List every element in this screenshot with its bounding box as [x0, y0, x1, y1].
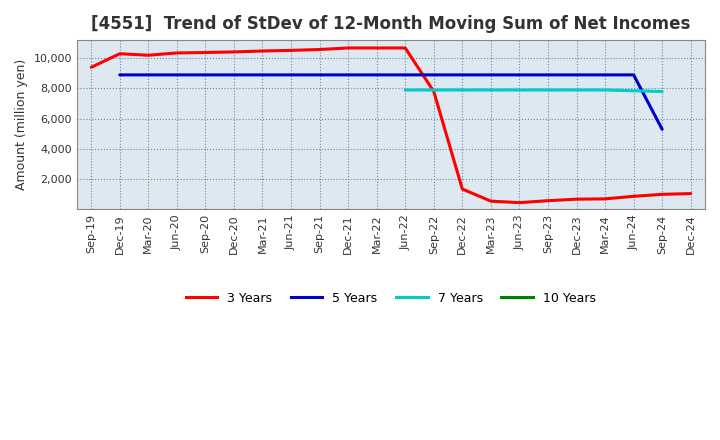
Line: 5 Years: 5 Years	[120, 75, 662, 129]
7 Years	[572, 88, 581, 93]
3 Years	[87, 65, 96, 70]
3 Years	[230, 49, 238, 55]
7 Years	[600, 88, 609, 93]
3 Years	[600, 196, 609, 202]
3 Years	[544, 198, 552, 203]
3 Years	[344, 45, 353, 51]
Title: [4551]  Trend of StDev of 12-Month Moving Sum of Net Incomes: [4551] Trend of StDev of 12-Month Moving…	[91, 15, 690, 33]
3 Years	[629, 194, 638, 199]
7 Years	[458, 88, 467, 93]
3 Years	[372, 45, 381, 51]
3 Years	[658, 192, 667, 197]
5 Years	[629, 72, 638, 77]
5 Years	[287, 72, 295, 77]
5 Years	[429, 72, 438, 77]
5 Years	[458, 72, 467, 77]
Y-axis label: Amount (million yen): Amount (million yen)	[15, 59, 28, 191]
3 Years	[287, 48, 295, 53]
3 Years	[258, 48, 267, 54]
3 Years	[487, 198, 495, 204]
5 Years	[258, 72, 267, 77]
7 Years	[487, 88, 495, 93]
3 Years	[201, 50, 210, 55]
3 Years	[144, 53, 153, 58]
5 Years	[344, 72, 353, 77]
5 Years	[201, 72, 210, 77]
3 Years	[173, 50, 181, 55]
5 Years	[572, 72, 581, 77]
5 Years	[401, 72, 410, 77]
3 Years	[401, 45, 410, 51]
7 Years	[515, 88, 523, 93]
7 Years	[429, 88, 438, 93]
5 Years	[144, 72, 153, 77]
Line: 3 Years: 3 Years	[91, 48, 690, 203]
3 Years	[458, 187, 467, 192]
5 Years	[315, 72, 324, 77]
Line: 7 Years: 7 Years	[405, 90, 662, 92]
7 Years	[544, 88, 552, 93]
5 Years	[487, 72, 495, 77]
Legend: 3 Years, 5 Years, 7 Years, 10 Years: 3 Years, 5 Years, 7 Years, 10 Years	[181, 287, 600, 310]
3 Years	[686, 191, 695, 196]
7 Years	[401, 88, 410, 93]
5 Years	[173, 72, 181, 77]
3 Years	[115, 51, 124, 56]
3 Years	[515, 200, 523, 205]
5 Years	[230, 72, 238, 77]
5 Years	[658, 127, 667, 132]
3 Years	[429, 89, 438, 94]
5 Years	[372, 72, 381, 77]
5 Years	[544, 72, 552, 77]
5 Years	[115, 72, 124, 77]
7 Years	[629, 88, 638, 93]
3 Years	[572, 197, 581, 202]
3 Years	[315, 47, 324, 52]
7 Years	[658, 89, 667, 94]
5 Years	[515, 72, 523, 77]
5 Years	[600, 72, 609, 77]
